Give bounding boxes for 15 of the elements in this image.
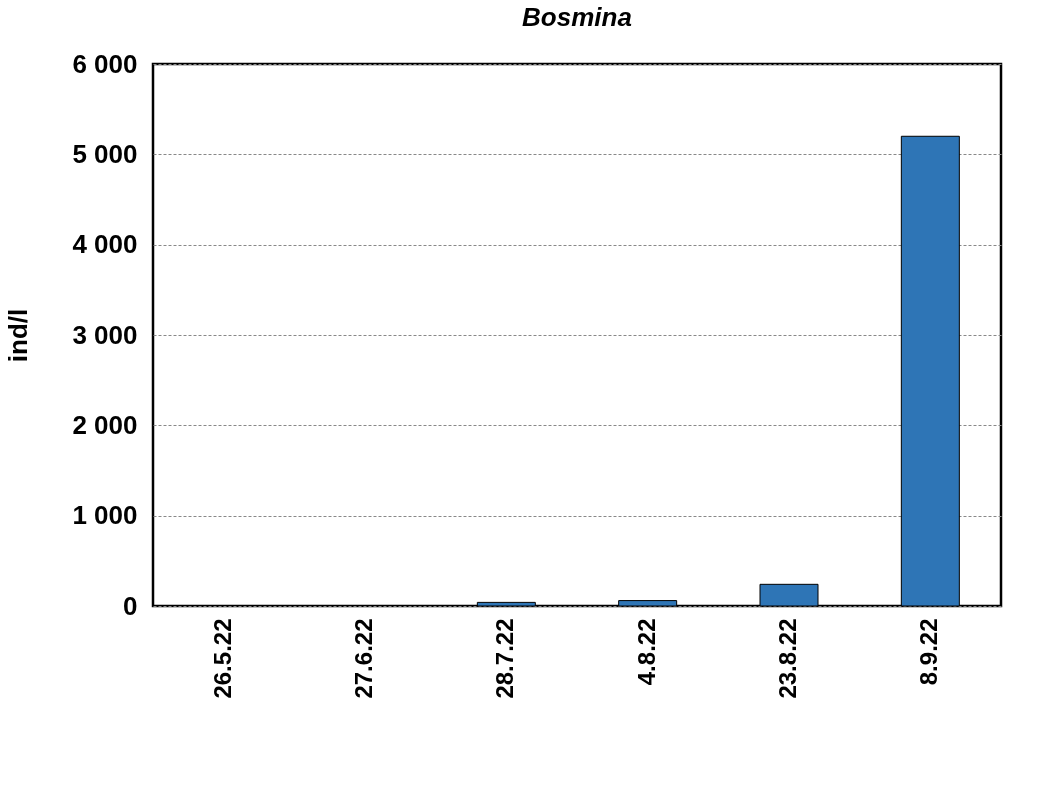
x-tick-label: 26.5.22 [208,618,236,699]
y-tick-label: 0 [123,590,138,621]
y-tick-label: 6 000 [72,48,138,79]
y-tick-label: 1 000 [72,500,138,531]
chart-title: Bosmina [522,2,632,32]
y-tick-label: 3 000 [72,319,138,350]
y-axis-title: ind/l [3,308,34,363]
y-tick-label: 5 000 [72,138,138,169]
x-tick-label: 8.9.22 [915,618,943,686]
x-tick-label: 27.6.22 [350,618,377,699]
y-tick-label: 2 000 [72,409,138,440]
x-tick-label: 23.8.22 [774,618,801,699]
x-tick-label: 4.8.22 [632,618,660,686]
x-tick-label: 28.7.22 [491,618,519,699]
y-tick-label: 4 000 [72,229,138,260]
